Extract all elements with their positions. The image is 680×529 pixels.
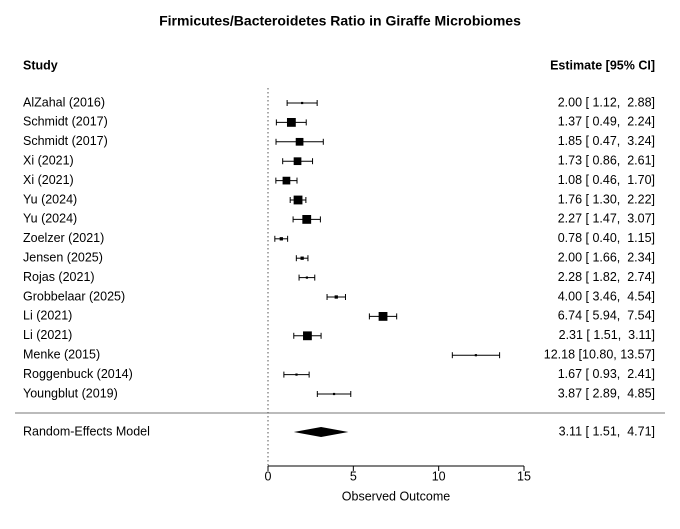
study-label: Zoelzer (2021) — [23, 231, 104, 245]
estimate-label: 1.73 [ 0.86, 2.61] — [558, 153, 655, 167]
estimate-label: 1.76 [ 1.30, 2.22] — [558, 192, 655, 206]
study-label: Roggenbuck (2014) — [23, 367, 133, 381]
study-label: AlZahal (2016) — [23, 95, 105, 109]
estimate-box — [300, 256, 304, 260]
study-label: Yu (2024) — [23, 212, 77, 226]
x-tick-label: 15 — [517, 469, 531, 483]
model-label: Random-Effects Model — [23, 424, 150, 438]
estimate-label: 2.31 [ 1.51, 3.11] — [559, 328, 655, 342]
estimate-label: 1.67 [ 0.93, 2.41] — [558, 367, 655, 381]
estimate-label: 12.18 [10.80, 13.57] — [544, 347, 655, 361]
estimate-box — [286, 118, 296, 127]
estimate-box — [332, 392, 336, 396]
model-diamond — [293, 427, 349, 437]
estimate-box — [378, 312, 388, 321]
study-label: Rojas (2021) — [23, 270, 95, 284]
estimate-box — [305, 276, 309, 279]
estimate-label: 2.28 [ 1.82, 2.74] — [558, 270, 655, 284]
study-label: Li (2021) — [23, 328, 72, 342]
estimate-box — [279, 237, 283, 241]
study-label: Jensen (2025) — [23, 250, 103, 264]
x-tick-label: 10 — [432, 469, 446, 483]
estimate-label: 3.87 [ 2.89, 4.85] — [558, 386, 655, 400]
chart-title: Firmicutes/Bacteroidetes Ratio in Giraff… — [159, 13, 521, 29]
estimate-box — [293, 195, 303, 205]
estimate-header: Estimate [95% CI] — [550, 58, 655, 72]
estimate-box — [293, 157, 302, 166]
estimate-label: 4.00 [ 3.46, 4.54] — [558, 289, 655, 303]
estimate-box — [301, 101, 304, 105]
study-label: Xi (2021) — [23, 153, 74, 167]
estimate-label: 1.85 [ 0.47, 3.24] — [558, 134, 655, 148]
study-label: Schmidt (2017) — [23, 134, 108, 148]
study-label: Grobbelaar (2025) — [23, 289, 125, 303]
x-tick-label: 5 — [350, 469, 357, 483]
study-label: Li (2021) — [23, 309, 72, 323]
x-axis-title: Observed Outcome — [342, 489, 450, 503]
model-estimate-label: 3.11 [ 1.51, 4.71] — [559, 424, 655, 438]
estimate-label: 2.27 [ 1.47, 3.07] — [558, 212, 655, 226]
x-tick-label: 0 — [265, 469, 272, 483]
study-label: Schmidt (2017) — [23, 115, 108, 129]
estimate-box — [282, 176, 291, 185]
estimate-label: 2.00 [ 1.66, 2.34] — [558, 250, 655, 264]
estimate-box — [334, 295, 338, 299]
study-label: Youngblut (2019) — [23, 386, 118, 400]
estimate-box — [295, 137, 304, 146]
study-header: Study — [23, 58, 58, 72]
study-label: Yu (2024) — [23, 192, 77, 206]
estimate-label: 2.00 [ 1.12, 2.88] — [558, 95, 655, 109]
estimate-box — [303, 331, 312, 341]
estimate-label: 6.74 [ 5.94, 7.54] — [558, 309, 655, 323]
study-label: Xi (2021) — [23, 173, 74, 187]
estimate-label: 1.08 [ 0.46, 1.70] — [558, 173, 655, 187]
study-label: Menke (2015) — [23, 347, 100, 361]
estimate-box — [474, 354, 477, 357]
estimate-box — [295, 373, 298, 376]
estimate-label: 0.78 [ 0.40, 1.15] — [558, 231, 655, 245]
estimate-box — [302, 215, 312, 224]
estimate-label: 1.37 [ 0.49, 2.24] — [558, 115, 655, 129]
